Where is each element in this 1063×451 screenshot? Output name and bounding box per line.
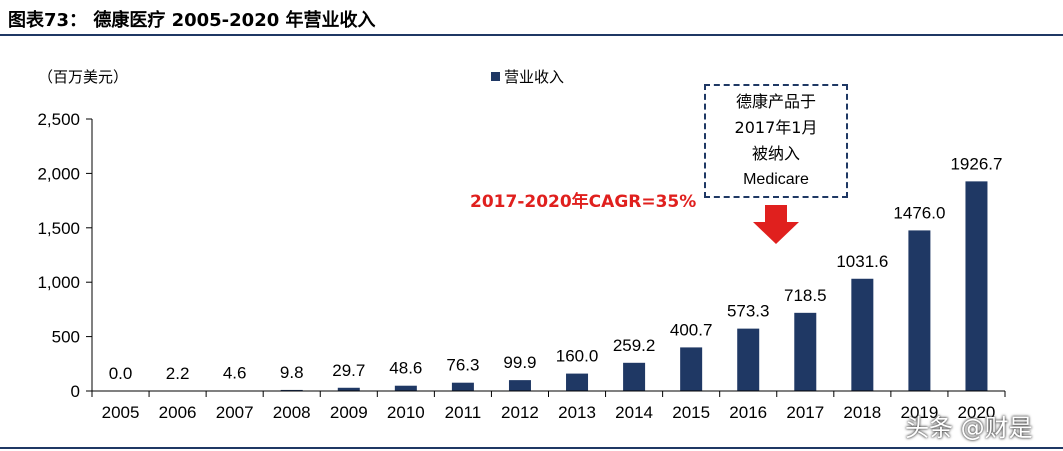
callout-line-1: 德康产品于 [735,92,816,111]
bar [737,328,760,391]
caption-divider [0,34,1063,36]
x-tick-label: 2015 [672,403,710,422]
figure-caption: 图表73： 德康医疗 2005-2020 年营业收入 [8,10,376,31]
x-tick-label: 2009 [330,403,368,422]
bar [908,230,931,391]
bar-value-label: 48.6 [389,359,422,378]
y-tick-label: 500 [52,328,80,347]
bars [166,181,988,391]
x-tick-label: 2008 [273,403,311,422]
x-tick-label: 2007 [216,403,254,422]
legend-swatch [491,72,500,81]
watermark: 头条 @财是 [905,414,1033,442]
callout-line-3: 被纳入 [751,144,800,163]
bar [451,382,474,391]
bar [623,362,646,391]
bar-value-label: 0.0 [109,364,133,383]
x-tick-label: 2019 [900,403,938,422]
callout-line-4: Medicare [743,171,809,188]
bar-value-label: 4.6 [223,363,247,382]
callout-line-2: 2017年1月 [734,118,818,137]
y-tick-label: 2,000 [37,164,80,183]
bar [566,373,589,391]
bar-value-label: 1031.6 [836,252,888,271]
x-tick-label: 2016 [729,403,767,422]
bar [794,312,817,391]
bar [680,347,703,391]
bar-value-label: 1476.0 [893,203,945,222]
bar [337,387,360,391]
y-tick-label: 1,000 [37,273,80,292]
bar-value-label: 718.5 [784,286,827,305]
x-tick-label: 2006 [159,403,197,422]
y-tick-label: 2,500 [37,110,80,129]
bar-value-label: 99.9 [503,353,536,372]
bar [394,385,417,391]
y-tick-label: 0 [71,382,80,401]
y-axis: 0 500 1,000 1,500 2,000 2,500 [37,110,93,401]
data-labels: 0.0 2.2 4.6 9.8 29.7 48.6 76.3 99.9 160.0 259.2 40… [109,154,1003,383]
y-tick-label: 1,500 [37,219,80,238]
x-tick-label: 2012 [501,403,539,422]
x-tick-label: 2010 [387,403,425,422]
bar-value-label: 573.3 [727,302,770,321]
x-axis: 2005 2006 2007 2008 2009 2010 2011 2012 2013 2014… [91,390,1006,422]
x-tick-label: 2005 [102,403,140,422]
bottom-divider [0,447,1063,449]
down-arrow-icon [753,205,799,244]
legend: 营业收入 [491,68,564,86]
x-tick-label: 2013 [558,403,596,422]
bar [965,181,988,391]
legend-label: 营业收入 [504,68,564,86]
bar-value-label: 9.8 [280,363,304,382]
bar [280,389,303,391]
bar-value-label: 1926.7 [950,154,1002,173]
bar-value-label: 259.2 [613,336,656,355]
medicare-callout-box: 德康产品于 2017年1月 被纳入 Medicare [704,84,848,198]
cagr-annotation: 2017-2020年CAGR=35% [470,192,697,212]
bar-value-label: 76.3 [446,356,479,375]
bar [851,278,874,391]
bar [508,380,531,391]
x-tick-label: 2018 [843,403,881,422]
bar-value-label: 160.0 [556,347,599,366]
y-axis-unit-label: （百万美元） [38,68,128,86]
bar-value-label: 29.7 [332,361,365,380]
x-tick-label: 2014 [615,403,653,422]
x-tick-label: 2017 [786,403,824,422]
bar-value-label: 400.7 [670,320,713,339]
x-tick-label: 2011 [445,403,482,422]
x-tick-label: 2020 [958,403,996,422]
bar-value-label: 2.2 [166,364,190,383]
